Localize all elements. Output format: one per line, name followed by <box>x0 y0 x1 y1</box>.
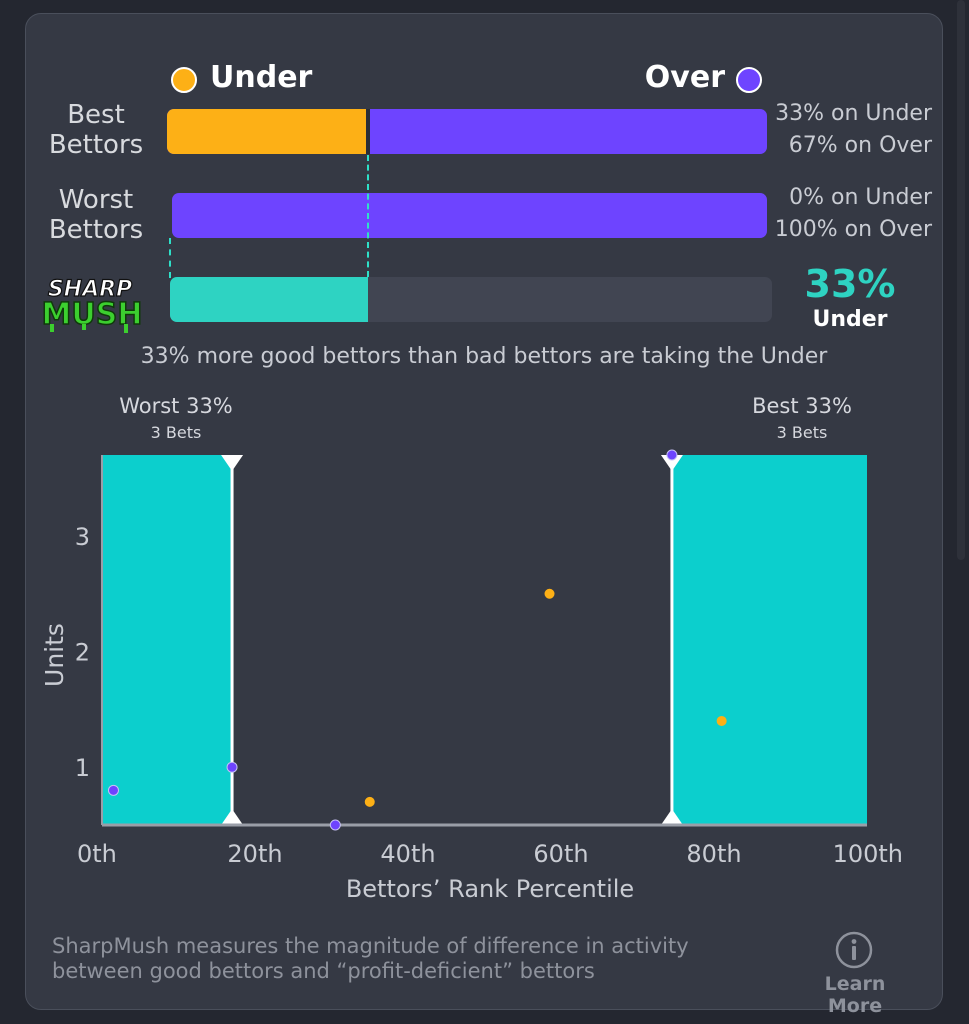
worst-bettors-bar <box>172 193 767 238</box>
axes-layer: 1 2 3 0th 20th 40th 60th 80th 100th Bettors’ Rank… <box>40 455 903 903</box>
region-worst-label: Worst 33% <box>119 394 233 418</box>
labels-layer: Worst 33% 3 Bets Best 33% 3 Bets <box>119 394 852 442</box>
sharpmush-value: 33% <box>804 262 896 306</box>
y-tick-label: 3 <box>75 523 90 551</box>
over-point <box>226 761 238 773</box>
under-legend-label: Under <box>210 60 313 95</box>
region-best-sublabel: 3 Bets <box>777 423 828 442</box>
over-point <box>666 449 678 461</box>
regions-layer <box>102 455 867 825</box>
x-tick-label: 60th <box>533 840 588 868</box>
region-best <box>671 455 867 825</box>
best-bettors-under-fill <box>167 109 366 154</box>
under-point <box>364 796 375 807</box>
over-point <box>107 784 119 796</box>
learn-more-label: Learn More <box>824 973 886 1017</box>
best-bettors-percent: 33% on Under 67% on Over <box>740 98 932 162</box>
rank-percentile-chart: 1 2 3 0th 20th 40th 60th 80th 100th Bettors’ Rank… <box>40 394 903 903</box>
region-worst-top-handle <box>221 455 244 471</box>
info-icon <box>835 931 873 969</box>
x-tick-label: 100th <box>833 840 903 868</box>
best-bettors-label: Best Bettors <box>38 100 154 160</box>
scrollbar[interactable] <box>957 0 965 560</box>
summary-text: 33% more good bettors than bad bettors a… <box>140 344 828 369</box>
region-best-top-handle <box>660 455 683 471</box>
sharpmush-logo: SHARP MUSH <box>41 276 143 333</box>
x-tick-label: 80th <box>686 840 741 868</box>
worst-bettors-label-line2: Bettors <box>48 215 144 245</box>
sharpmush-side: Under <box>812 307 888 332</box>
worst-under-connector <box>169 238 171 278</box>
worst-over-percent: 100% on Over <box>774 217 932 242</box>
over-legend-icon <box>736 67 762 93</box>
under-point <box>716 715 727 726</box>
over-legend-label: Over <box>644 60 725 95</box>
under-point <box>544 588 555 599</box>
under-legend-icon <box>171 67 197 93</box>
worst-bettors-label: Worst Bettors <box>38 185 154 245</box>
best-bettors-label-line1: Best <box>67 100 125 130</box>
sharpmush-bar-fill <box>170 277 368 322</box>
footer-line1: SharpMush measures the magnitude of diff… <box>52 934 689 958</box>
worst-bettors-percent: 0% on Under 100% on Over <box>740 182 932 246</box>
footer-line2: between good bettors and “profit-deficie… <box>52 959 595 983</box>
worst-under-percent: 0% on Under <box>789 185 932 210</box>
best-bettors-divider <box>366 109 370 154</box>
region-best-bottom-handle <box>660 809 683 825</box>
over-point <box>329 819 341 831</box>
learn-more-button[interactable]: Learn More <box>796 928 916 1017</box>
y-tick-label: 1 <box>75 754 90 782</box>
x-tick-label: 0th <box>77 840 117 868</box>
y-tick-label: 2 <box>75 639 90 667</box>
x-axis-title: Bettors’ Rank Percentile <box>346 875 634 903</box>
footer-description: SharpMush measures the magnitude of diff… <box>52 934 792 984</box>
points-layer <box>107 449 727 831</box>
y-axis-title: Units <box>40 623 69 687</box>
best-under-percent: 33% on Under <box>775 101 932 126</box>
worst-bettors-label-line1: Worst <box>58 185 134 215</box>
x-tick-label: 20th <box>227 840 282 868</box>
region-worst <box>102 455 233 825</box>
best-over-percent: 67% on Over <box>788 133 932 158</box>
region-best-label: Best 33% <box>752 394 852 418</box>
x-tick-label: 40th <box>380 840 435 868</box>
best-under-connector <box>367 155 369 277</box>
sharpmush-logo-sharp: SHARP <box>48 277 132 302</box>
best-bettors-label-line2: Bettors <box>48 130 144 160</box>
region-worst-bottom-handle <box>221 809 244 825</box>
region-worst-sublabel: 3 Bets <box>151 423 202 442</box>
